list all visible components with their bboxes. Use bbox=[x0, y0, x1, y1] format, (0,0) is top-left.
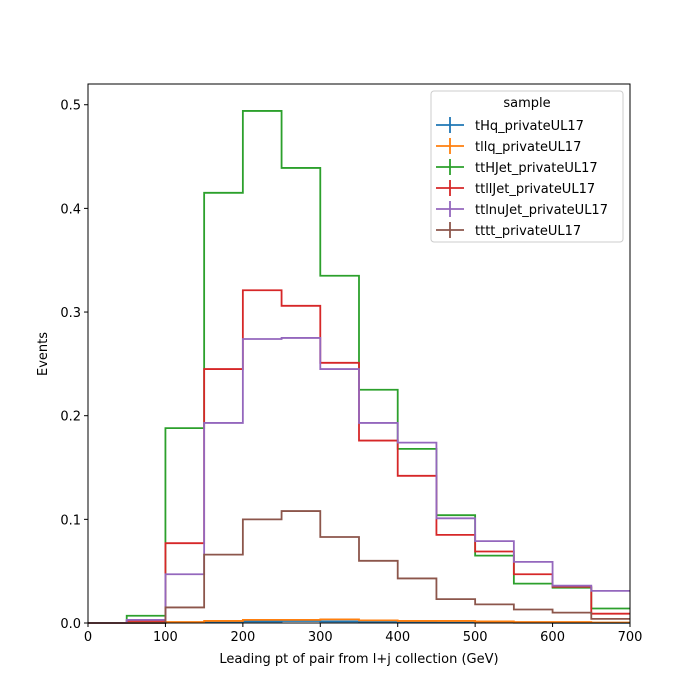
legend-label: tHq_privateUL17 bbox=[475, 119, 584, 134]
x-axis: 0 100 200 300 400 500 600 700 bbox=[84, 623, 643, 645]
legend-item-thq-privateul17: tHq_privateUL17 bbox=[436, 117, 584, 134]
series-layer bbox=[88, 110, 630, 624]
legend-box bbox=[430, 90, 624, 243]
x-tick-label: 200 bbox=[230, 630, 255, 645]
y-tick-label: 0.2 bbox=[60, 410, 81, 425]
legend-item-tthjet-privateul17: ttHJet_privateUL17 bbox=[436, 159, 598, 176]
legend-item-tttt-privateul17: tttt_privateUL17 bbox=[436, 222, 581, 239]
x-tick-label: 700 bbox=[618, 630, 643, 645]
series-tttt-privateul17 bbox=[88, 510, 630, 624]
legend-entries: tHq_privateUL17 tllq_privateUL17 ttHJet_pr… bbox=[436, 117, 608, 239]
x-tick-label: 500 bbox=[463, 630, 488, 645]
legend-item-ttlljet-privateul17: ttllJet_privateUL17 bbox=[436, 180, 595, 197]
x-tick-label: 400 bbox=[385, 630, 410, 645]
legend-label: tllq_privateUL17 bbox=[475, 140, 581, 155]
legend-item-tllq-privateul17: tllq_privateUL17 bbox=[436, 138, 581, 155]
legend: sample tHq_privateUL17 tllq_privateUL17tt… bbox=[430, 90, 624, 243]
y-tick-label: 0.4 bbox=[60, 202, 81, 217]
y-tick-label: 0.3 bbox=[60, 306, 81, 321]
y-tick-label: 0.1 bbox=[60, 513, 81, 528]
legend-label: ttllJet_privateUL17 bbox=[475, 182, 595, 197]
legend-item-ttlnujet-privateul17: ttlnuJet_privateUL17 bbox=[436, 201, 608, 218]
legend-title: sample bbox=[503, 96, 550, 111]
x-tick-label: 300 bbox=[308, 630, 333, 645]
y-tick-label: 0.5 bbox=[60, 99, 81, 114]
y-axis: 0.0 0.1 0.2 0.3 0.4 0.5 bbox=[60, 99, 88, 632]
legend-label: ttHJet_privateUL17 bbox=[475, 161, 598, 176]
x-tick-label: 100 bbox=[153, 630, 178, 645]
series-ttlnujet-privateul17 bbox=[88, 337, 630, 624]
legend-label: tttt_privateUL17 bbox=[475, 224, 581, 239]
y-tick-label: 0.0 bbox=[60, 617, 81, 632]
series-tthjet-privateul17 bbox=[88, 110, 630, 624]
x-axis-label: Leading pt of pair from l+j collection (… bbox=[219, 652, 498, 667]
legend-label: ttlnuJet_privateUL17 bbox=[475, 203, 608, 218]
y-axis-label: Events bbox=[36, 332, 51, 376]
plot-frame bbox=[87, 83, 631, 624]
x-tick-label: 0 bbox=[84, 630, 92, 645]
x-tick-label: 600 bbox=[540, 630, 565, 645]
